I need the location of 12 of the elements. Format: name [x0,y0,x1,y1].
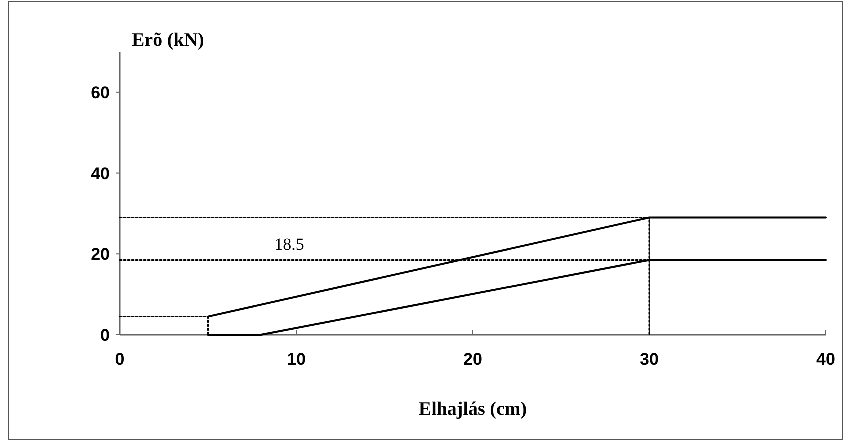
x-tick-label: 20 [464,350,482,369]
y-tick-label: 20 [91,245,110,264]
y-axis-title: Erõ (kN) [132,30,204,51]
x-axis-title: Elhajlás (cm) [418,399,528,420]
y-tick-label: 0 [100,326,110,345]
annotation: 18.5 [274,235,304,254]
x-tick-label: 40 [816,350,836,369]
x-tick-label: 30 [640,350,659,369]
x-tick-label: 0 [115,350,125,369]
y-tick-label: 60 [91,83,110,102]
x-tick-label: 10 [287,350,306,369]
y-tick-label: 40 [91,164,110,184]
